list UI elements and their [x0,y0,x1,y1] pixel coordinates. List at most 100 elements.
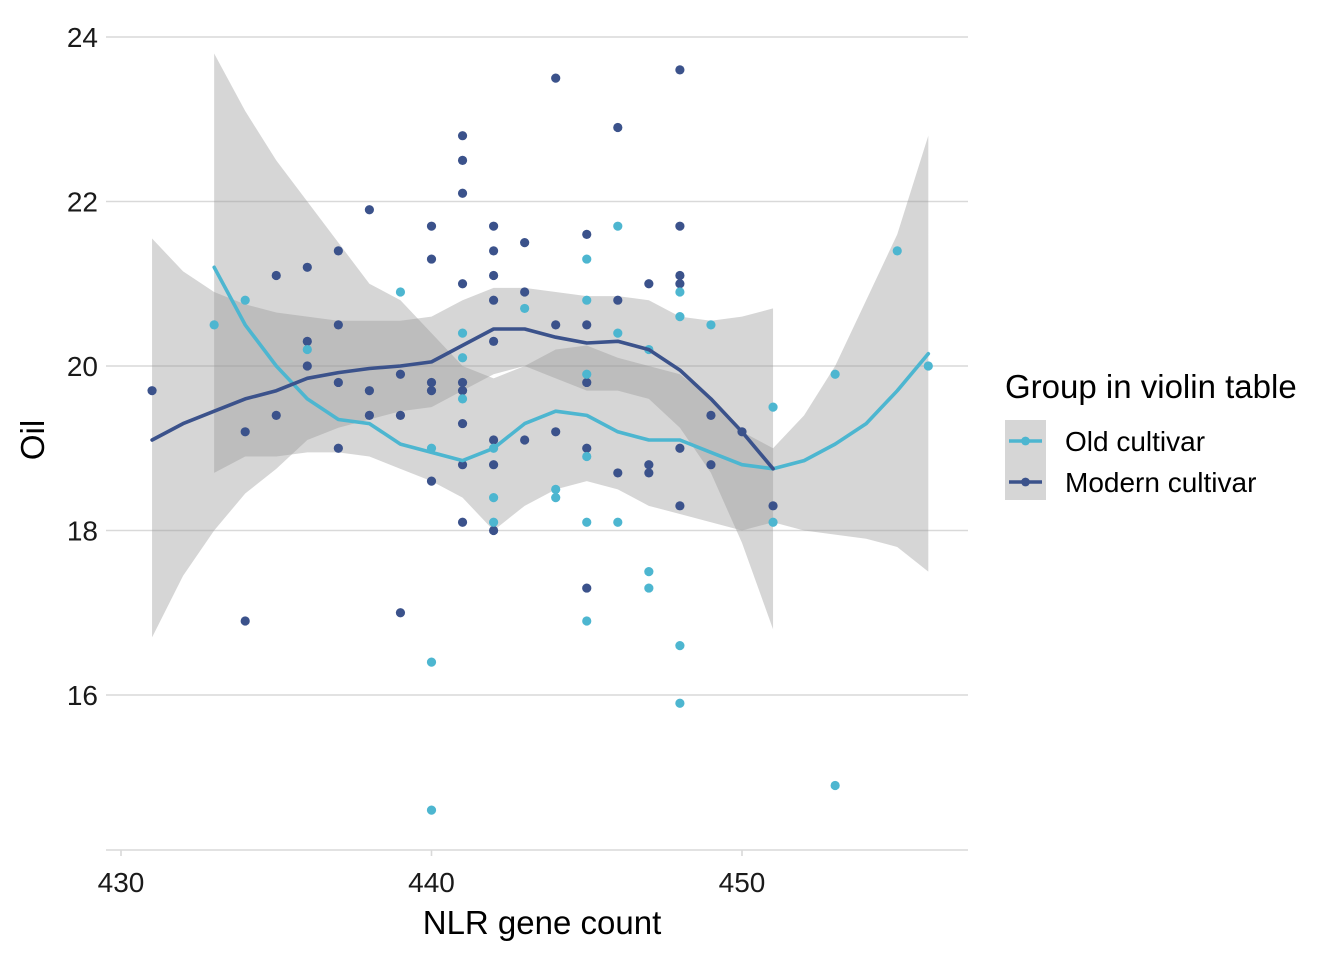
data-point-old [302,344,312,355]
data-point-modern [675,270,685,281]
data-point-old [613,517,623,527]
data-point-modern [489,460,499,470]
data-point-modern [457,386,468,396]
data-point-modern [551,320,561,330]
data-point-old [457,394,468,404]
data-point-modern [489,435,499,445]
y-tick-label: 22 [67,187,98,218]
data-point-modern [489,525,499,536]
data-point-old [489,493,499,503]
data-point-modern [644,460,654,470]
data-point-modern [582,443,592,453]
x-tick-label: 450 [719,867,766,898]
x-tick-label: 440 [408,867,455,898]
x-axis-title: NLR gene count [423,904,662,941]
data-point-modern [240,616,250,626]
data-point-old [551,493,561,503]
data-point-old [644,567,654,577]
data-point-old [706,320,716,330]
data-point-old [582,517,592,527]
data-point-modern [364,410,374,420]
axis-ticks: 16 18 20 22 24 430 440 450 [67,22,766,898]
data-point-modern [768,501,778,511]
data-point-modern [395,369,406,379]
data-point-modern [426,221,437,231]
data-point-old [457,353,468,363]
data-point-modern [582,229,592,239]
data-point-old [675,312,685,322]
smooth-line-modern [150,327,775,471]
data-point-modern [489,336,499,346]
legend-key-point [1021,477,1030,487]
data-point-modern [489,221,499,231]
data-point-old [613,221,623,231]
data-point-old [489,517,499,527]
data-point-modern [644,468,654,478]
data-point-old [582,254,592,264]
data-point-modern [675,221,685,231]
data-point-modern [457,460,468,470]
data-point-modern [551,73,561,83]
data-point-modern [147,386,157,396]
data-point-modern [426,386,437,396]
data-point-modern [644,279,654,289]
data-point-old [675,287,685,297]
data-point-modern [302,262,312,272]
data-point-old [582,451,592,462]
data-point-modern [457,188,468,198]
data-point-modern [457,418,468,429]
x-tick-label: 430 [98,867,145,898]
y-tick-label: 18 [67,516,98,547]
grid-lines [106,36,968,856]
data-point-old [426,805,437,815]
data-point-modern [675,279,685,289]
data-point-old [675,698,685,708]
data-point-modern [520,287,530,297]
data-point-modern [302,361,312,371]
data-point-old [209,320,219,330]
data-point-modern [426,377,437,388]
data-point-modern [364,386,374,396]
smooth-line-old [212,265,931,471]
data-point-old [426,657,437,667]
legend-label: Modern cultivar [1065,467,1256,498]
data-point-old [582,616,592,626]
data-point-modern [706,460,716,470]
data-point-old [923,361,933,371]
data-point-modern [333,443,343,453]
y-tick-label: 24 [67,22,98,53]
data-point-modern [457,131,468,141]
data-point-old [613,328,623,338]
data-point-modern [613,295,623,305]
data-point-modern [240,427,250,437]
data-point-modern [302,336,312,346]
legend-title: Group in violin table [1005,368,1297,405]
data-point-modern [333,377,343,388]
data-point-old [830,780,840,791]
legend: Group in violin table Old cultivar Modern… [1005,368,1297,500]
data-point-old [768,402,778,412]
data-point-modern [333,246,343,256]
legend-key-point [1021,436,1030,446]
data-point-modern [582,320,592,330]
data-point-modern [457,377,468,388]
data-point-modern [520,238,530,248]
legend-key-background [1005,420,1046,500]
data-point-modern [364,205,374,215]
data-point-modern [271,410,281,420]
data-point-old [520,303,530,314]
data-point-modern [457,279,468,289]
data-point-old [395,287,406,297]
data-point-old [892,246,902,256]
data-point-modern [613,122,623,133]
data-point-modern [520,435,530,445]
data-point-old [457,328,468,338]
data-point-old [582,369,592,379]
data-point-old [551,484,561,494]
data-point-modern [489,270,499,281]
data-point-old [768,517,778,527]
legend-label: Old cultivar [1065,426,1205,457]
y-tick-label: 16 [67,680,98,711]
data-point-modern [395,608,406,618]
